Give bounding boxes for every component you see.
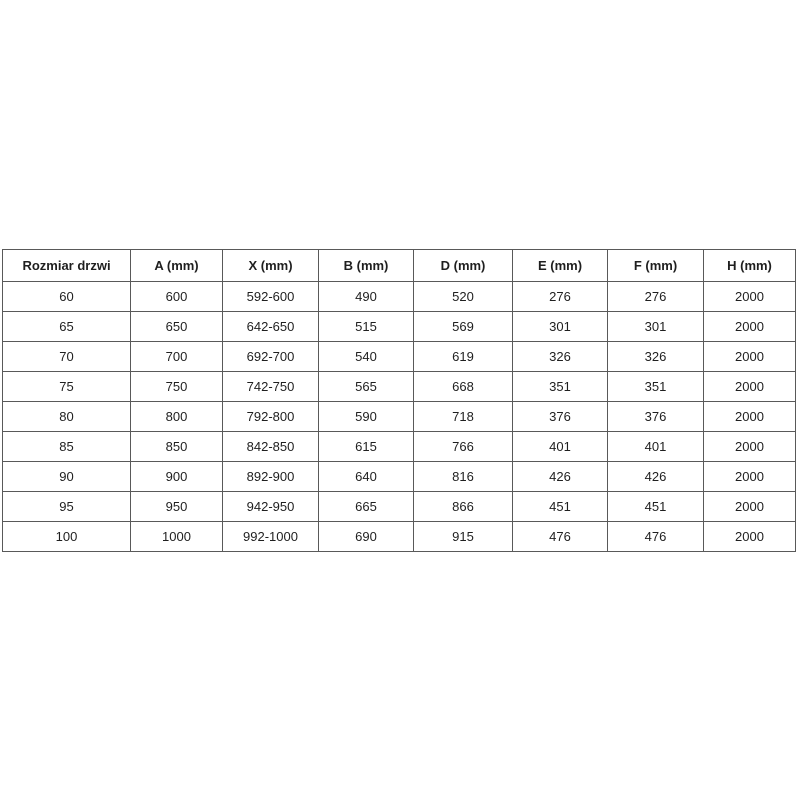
table-cell: 401 [512,431,608,462]
table-cell: 476 [607,521,704,552]
table-cell: 718 [413,401,513,432]
table-cell: 750 [130,371,223,402]
table-row: 60 600 592-600 490 520 276 276 2000 [2,281,796,312]
table-cell: 642-650 [222,311,319,342]
table-cell: 540 [318,341,414,372]
table-cell: 615 [318,431,414,462]
table-row: 90 900 892-900 640 816 426 426 2000 [2,461,796,492]
table-cell: 80 [2,401,131,432]
table-cell: 351 [607,371,704,402]
table-cell: 700 [130,341,223,372]
table-cell: 640 [318,461,414,492]
table-cell: 451 [607,491,704,522]
table-cell: 520 [413,281,513,312]
table-cell: 668 [413,371,513,402]
table-cell: 1000 [130,521,223,552]
table-cell: 276 [512,281,608,312]
table-cell: 800 [130,401,223,432]
table-cell: 565 [318,371,414,402]
table-row: 75 750 742-750 565 668 351 351 2000 [2,371,796,402]
table-cell: 590 [318,401,414,432]
table-row: 85 850 842-850 615 766 401 401 2000 [2,431,796,462]
table-cell: 426 [607,461,704,492]
table-header-row: Rozmiar drzwi A (mm) X (mm) B (mm) D (mm) E (… [2,249,796,282]
table-cell: 942-950 [222,491,319,522]
table-cell: 665 [318,491,414,522]
table-cell: 95 [2,491,131,522]
table-cell: 2000 [703,341,796,372]
table-cell: 2000 [703,521,796,552]
column-header: D (mm) [413,249,513,282]
table-cell: 326 [607,341,704,372]
table-cell: 2000 [703,401,796,432]
table-row: 65 650 642-650 515 569 301 301 2000 [2,311,796,342]
table-row: 80 800 792-800 590 718 376 376 2000 [2,401,796,432]
table-cell: 451 [512,491,608,522]
table-cell: 2000 [703,491,796,522]
table-cell: 592-600 [222,281,319,312]
table-cell: 376 [512,401,608,432]
table-cell: 2000 [703,461,796,492]
column-header: Rozmiar drzwi [2,249,131,282]
table-cell: 301 [607,311,704,342]
table-cell: 569 [413,311,513,342]
table-cell: 476 [512,521,608,552]
table-cell: 65 [2,311,131,342]
table-cell: 766 [413,431,513,462]
table-cell: 401 [607,431,704,462]
table-cell: 792-800 [222,401,319,432]
column-header: E (mm) [512,249,608,282]
table-cell: 100 [2,521,131,552]
table-cell: 90 [2,461,131,492]
table-cell: 351 [512,371,608,402]
table-cell: 276 [607,281,704,312]
table-cell: 2000 [703,371,796,402]
table-cell: 900 [130,461,223,492]
table-cell: 619 [413,341,513,372]
door-size-table: Rozmiar drzwi A (mm) X (mm) B (mm) D (mm) E (… [2,249,796,552]
table-row: 95 950 942-950 665 866 451 451 2000 [2,491,796,522]
table-cell: 2000 [703,431,796,462]
table-row: 100 1000 992-1000 690 915 476 476 2000 [2,521,796,552]
table-cell: 992-1000 [222,521,319,552]
table-cell: 915 [413,521,513,552]
table-cell: 692-700 [222,341,319,372]
table-cell: 326 [512,341,608,372]
table-cell: 515 [318,311,414,342]
table-cell: 842-850 [222,431,319,462]
column-header: X (mm) [222,249,319,282]
table-cell: 690 [318,521,414,552]
table-cell: 650 [130,311,223,342]
table-cell: 60 [2,281,131,312]
table-row: 70 700 692-700 540 619 326 326 2000 [2,341,796,372]
table-cell: 2000 [703,311,796,342]
table-cell: 2000 [703,281,796,312]
table-cell: 850 [130,431,223,462]
table-cell: 816 [413,461,513,492]
table-cell: 490 [318,281,414,312]
column-header: F (mm) [607,249,704,282]
column-header: A (mm) [130,249,223,282]
table-cell: 376 [607,401,704,432]
table-cell: 301 [512,311,608,342]
table-cell: 950 [130,491,223,522]
table-cell: 70 [2,341,131,372]
table-cell: 426 [512,461,608,492]
table-cell: 742-750 [222,371,319,402]
table-cell: 85 [2,431,131,462]
table-cell: 75 [2,371,131,402]
table-cell: 866 [413,491,513,522]
column-header: H (mm) [703,249,796,282]
table-cell: 892-900 [222,461,319,492]
column-header: B (mm) [318,249,414,282]
table-cell: 600 [130,281,223,312]
